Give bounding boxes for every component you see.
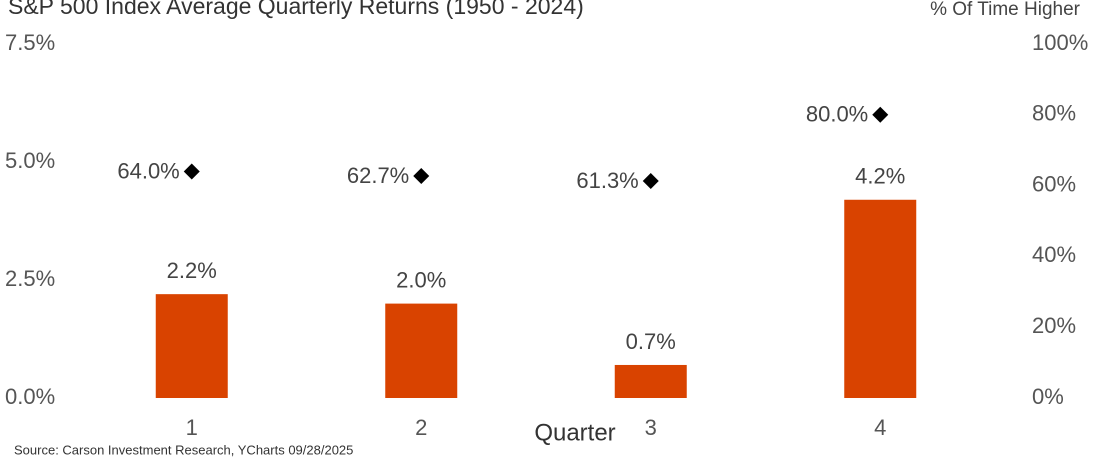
y-tick-label: 0.0%: [5, 384, 55, 409]
x-axis-title: Quarter: [534, 419, 615, 446]
y2-tick-label: 20%: [1032, 313, 1076, 338]
data-label: 62.7%: [347, 163, 409, 188]
x-tick-label: 3: [645, 415, 657, 440]
data-label: 61.3%: [576, 168, 638, 193]
x-tick-label: 4: [874, 415, 886, 440]
point: [183, 163, 200, 180]
data-label: 2.2%: [167, 258, 217, 283]
x-tick-label: 2: [415, 415, 427, 440]
y2-tick-label: 40%: [1032, 242, 1076, 267]
data-label: 4.2%: [855, 164, 905, 189]
point: [642, 172, 659, 189]
source-note: Source: Carson Investment Research, YCha…: [14, 442, 353, 457]
y-tick-label: 2.5%: [5, 266, 55, 291]
data-label: 2.0%: [396, 267, 446, 292]
data-label: 80.0%: [806, 102, 868, 127]
data-label: 64.0%: [117, 158, 179, 183]
bar: [385, 303, 458, 398]
y-tick-label: 5.0%: [5, 148, 55, 173]
point: [872, 106, 889, 123]
bar: [844, 199, 917, 398]
y2-axis-title: % Of Time Higher: [930, 0, 1081, 20]
y2-tick-label: 80%: [1032, 101, 1076, 126]
point: [413, 168, 430, 185]
bar: [614, 364, 687, 398]
y-tick-label: 7.5%: [5, 30, 55, 55]
y2-tick-label: 100%: [1032, 30, 1088, 55]
chart-title: S&P 500 Index Average Quarterly Returns …: [8, 0, 584, 19]
y2-tick-label: 0%: [1032, 384, 1064, 409]
data-label: 0.7%: [626, 329, 676, 354]
x-tick-label: 1: [186, 415, 198, 440]
y2-tick-label: 60%: [1032, 171, 1076, 196]
bar: [155, 294, 228, 398]
